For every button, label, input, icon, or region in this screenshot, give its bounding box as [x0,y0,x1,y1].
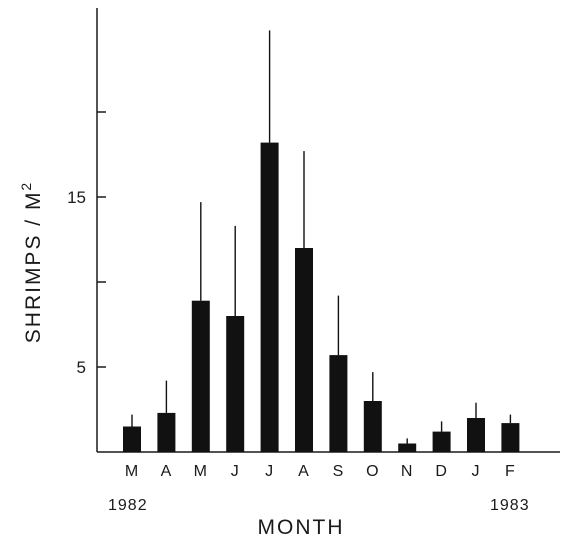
x-tick-label: D [435,463,448,480]
x-tick-label: J [265,463,274,480]
y-axis-ticks: 5 15 [67,111,106,377]
bar [329,355,348,452]
bar [467,418,485,452]
y-tick-label: 15 [67,188,86,207]
y-axis-title: SHRIMPS / M2 [18,181,45,343]
x-tick-label: A [298,463,310,480]
x-tick-label: J [231,463,240,480]
year-label-start: 1982 [108,497,148,514]
x-tick-label: J [472,463,481,480]
y-axis-title-main: SHRIMPS / M [22,191,45,344]
y-tick-label: 5 [77,358,86,377]
bar [295,248,313,452]
bar [501,423,520,452]
bar [260,142,279,452]
y-axis-title-superscript: 2 [18,181,34,191]
chart-bars [123,142,520,452]
x-axis-title: MONTH [258,516,345,539]
bar [123,426,141,452]
bar [432,431,451,452]
bar [363,401,382,452]
bar [191,300,210,452]
bar [157,412,176,452]
x-tick-label: F [505,463,516,480]
year-label-end: 1983 [490,497,530,514]
x-tick-label: S [333,463,345,480]
x-tick-label: O [366,463,379,480]
x-tick-label: M [125,463,139,480]
bar [226,316,245,452]
x-tick-label: A [161,463,173,480]
chart-error-bars [131,30,512,444]
x-tick-label: M [194,463,208,480]
x-tick-label: N [401,463,414,480]
bar [398,443,417,452]
